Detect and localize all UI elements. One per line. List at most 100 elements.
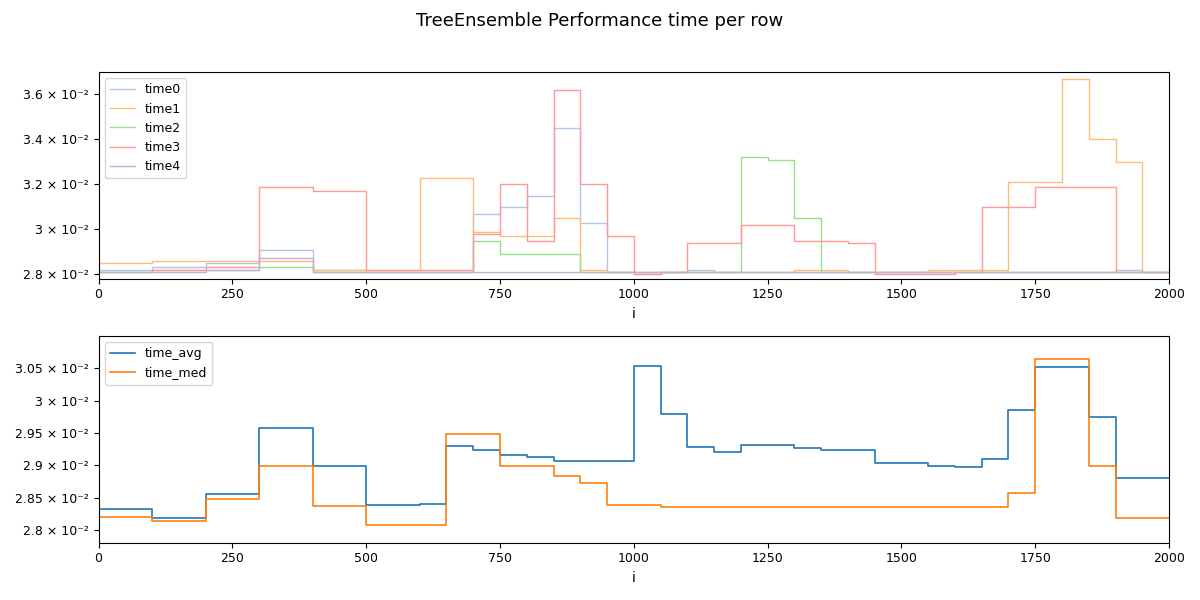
time4 bbox=[546, 268, 560, 275]
time1 bbox=[1028, 179, 1043, 186]
time2 bbox=[680, 268, 695, 275]
time4 bbox=[1081, 268, 1096, 275]
time3 bbox=[1028, 183, 1043, 190]
time4 bbox=[1109, 268, 1123, 275]
time3 bbox=[894, 271, 908, 278]
time0 bbox=[1081, 268, 1096, 275]
time1 bbox=[653, 268, 667, 275]
time1 bbox=[198, 257, 212, 265]
time2 bbox=[198, 266, 212, 274]
time3 bbox=[974, 203, 989, 211]
time2 bbox=[733, 154, 748, 161]
time2 bbox=[1055, 268, 1069, 275]
time4 bbox=[707, 268, 721, 275]
time2 bbox=[145, 266, 160, 274]
time0 bbox=[145, 264, 160, 271]
time_med bbox=[546, 472, 560, 479]
time_avg bbox=[1135, 475, 1150, 482]
time2 bbox=[1028, 268, 1043, 275]
time0 bbox=[546, 125, 560, 132]
time0 bbox=[466, 210, 480, 217]
time3 bbox=[1001, 203, 1015, 211]
time4 bbox=[894, 268, 908, 275]
time1 bbox=[814, 266, 828, 274]
time2 bbox=[546, 250, 560, 257]
time0 bbox=[868, 268, 882, 275]
time0 bbox=[1055, 268, 1069, 275]
time0 bbox=[1162, 268, 1176, 275]
time3 bbox=[814, 237, 828, 244]
time1 bbox=[493, 232, 508, 239]
time1 bbox=[680, 268, 695, 275]
time_avg bbox=[733, 441, 748, 448]
time1 bbox=[466, 228, 480, 235]
time3 bbox=[413, 266, 427, 274]
Legend: time_avg, time_med: time_avg, time_med bbox=[104, 342, 212, 385]
time2 bbox=[252, 264, 266, 271]
time1 bbox=[787, 266, 802, 274]
time3 bbox=[841, 239, 856, 247]
time_med bbox=[922, 503, 936, 510]
time3 bbox=[359, 266, 373, 274]
time_avg bbox=[574, 458, 588, 465]
time3 bbox=[948, 268, 962, 275]
time1 bbox=[974, 266, 989, 274]
time_avg bbox=[413, 500, 427, 508]
time3 bbox=[626, 271, 641, 278]
time_med bbox=[841, 503, 856, 510]
Line: time1: time1 bbox=[98, 79, 1169, 272]
time_med bbox=[1081, 463, 1096, 470]
time_med bbox=[680, 503, 695, 510]
time0 bbox=[574, 219, 588, 226]
time_med bbox=[466, 431, 480, 438]
time2 bbox=[1001, 268, 1015, 275]
time3 bbox=[520, 237, 534, 244]
time4 bbox=[761, 268, 775, 275]
time4 bbox=[493, 268, 508, 275]
time2 bbox=[1135, 268, 1150, 275]
time_avg bbox=[1001, 406, 1015, 413]
time4 bbox=[1135, 268, 1150, 275]
time4 bbox=[974, 268, 989, 275]
time_med bbox=[198, 496, 212, 503]
time2 bbox=[922, 268, 936, 275]
time1 bbox=[868, 268, 882, 275]
time0 bbox=[520, 192, 534, 199]
time1 bbox=[894, 268, 908, 275]
time3 bbox=[868, 271, 882, 278]
time4 bbox=[1162, 268, 1176, 275]
time_med bbox=[1001, 490, 1015, 497]
time_avg bbox=[626, 363, 641, 370]
time_med bbox=[626, 502, 641, 509]
time4 bbox=[252, 255, 266, 262]
time0 bbox=[1109, 266, 1123, 274]
time4 bbox=[574, 268, 588, 275]
time4 bbox=[841, 268, 856, 275]
time1 bbox=[1001, 179, 1015, 186]
time1 bbox=[306, 266, 320, 274]
time_avg bbox=[922, 463, 936, 470]
time_med bbox=[252, 463, 266, 470]
time_avg bbox=[894, 460, 908, 467]
time0 bbox=[306, 266, 320, 274]
time0 bbox=[707, 268, 721, 275]
time4 bbox=[91, 268, 106, 275]
time_avg bbox=[1109, 475, 1123, 482]
time_med bbox=[707, 503, 721, 510]
time1 bbox=[626, 268, 641, 275]
time0 bbox=[626, 271, 641, 278]
X-axis label: i: i bbox=[632, 571, 636, 585]
time3 bbox=[733, 221, 748, 229]
time4 bbox=[787, 268, 802, 275]
time2 bbox=[814, 268, 828, 275]
time4 bbox=[680, 268, 695, 275]
time_med bbox=[145, 518, 160, 525]
time_med bbox=[1055, 355, 1069, 362]
time3 bbox=[761, 221, 775, 229]
time4 bbox=[653, 268, 667, 275]
time_med bbox=[814, 503, 828, 510]
time4 bbox=[626, 268, 641, 275]
time0 bbox=[948, 268, 962, 275]
time0 bbox=[359, 268, 373, 275]
time2 bbox=[841, 268, 856, 275]
